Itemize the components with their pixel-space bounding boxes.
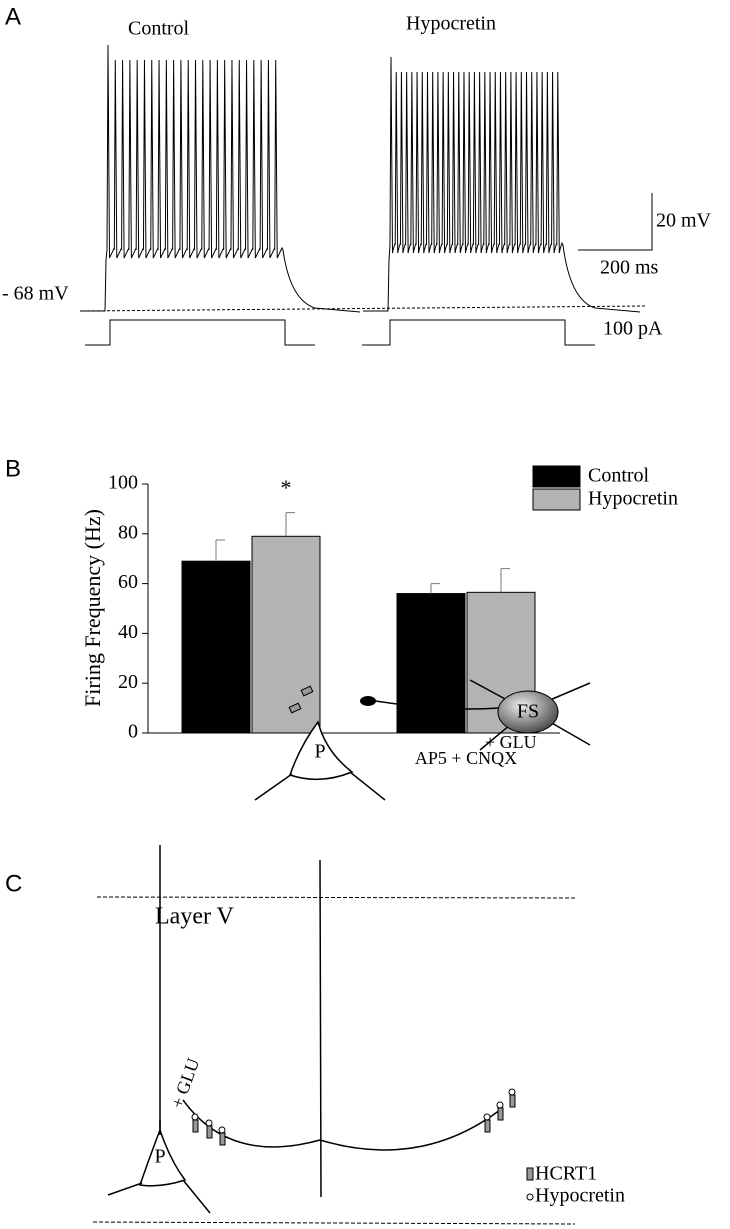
layer-label: Layer V	[155, 904, 235, 930]
error-bar	[500, 568, 510, 593]
layer-boundary	[96, 896, 576, 899]
x-tick-label: AP5 + CNQX	[415, 748, 517, 768]
legend-label: Hypocretin	[588, 488, 678, 510]
y-tick-label: 40	[118, 621, 138, 643]
current-step	[362, 319, 595, 346]
panel-label: C	[5, 870, 22, 897]
scale-label: 200 ms	[600, 257, 659, 279]
current-step	[85, 319, 315, 346]
glu-label: + GLU	[485, 732, 537, 752]
legend-swatch	[532, 465, 581, 488]
legend-swatch	[532, 488, 581, 511]
synapse	[360, 696, 376, 706]
y-axis-label: Firing Frequency (Hz)	[80, 509, 105, 707]
glu-label: + GLU	[167, 1055, 203, 1110]
legend-label: Hypocretin	[535, 1185, 625, 1207]
legend-label: Control	[588, 465, 650, 487]
trace-label: Hypocretin	[406, 13, 496, 35]
neurons	[107, 679, 591, 1214]
neuron-label: P	[314, 741, 325, 763]
scale-label: 20 mV	[656, 210, 712, 232]
neuron-label: FS	[517, 701, 539, 723]
y-tick-label: 60	[118, 571, 138, 593]
voltage-trace	[80, 44, 361, 313]
current-label: 100 pA	[603, 318, 663, 340]
significance: *	[281, 475, 292, 500]
neuron-label: P	[154, 1146, 165, 1168]
trace-label: Control	[128, 18, 190, 40]
bar	[396, 593, 466, 734]
y-tick-label: 0	[128, 721, 138, 743]
y-tick-label: 100	[108, 472, 138, 494]
receptors	[192, 685, 534, 1181]
rest-line	[81, 305, 646, 312]
layer-boundary	[92, 1221, 576, 1225]
error-bar	[215, 539, 225, 562]
error-bar	[430, 583, 440, 594]
hypocretin-dots	[191, 1088, 534, 1201]
voltage-traces	[80, 44, 641, 313]
error-bar	[285, 512, 295, 537]
scale-bar	[578, 193, 653, 251]
bar	[251, 535, 321, 734]
y-tick-label: 20	[118, 671, 138, 693]
legend-label: HCRT1	[535, 1163, 597, 1185]
bar	[181, 560, 251, 734]
voltage-trace	[363, 56, 641, 313]
resting-potential: - 68 mV	[2, 283, 69, 305]
panel-label: B	[5, 455, 21, 482]
panel-label: A	[5, 3, 21, 30]
fs-neuron	[497, 690, 559, 734]
y-tick-label: 80	[118, 521, 138, 543]
